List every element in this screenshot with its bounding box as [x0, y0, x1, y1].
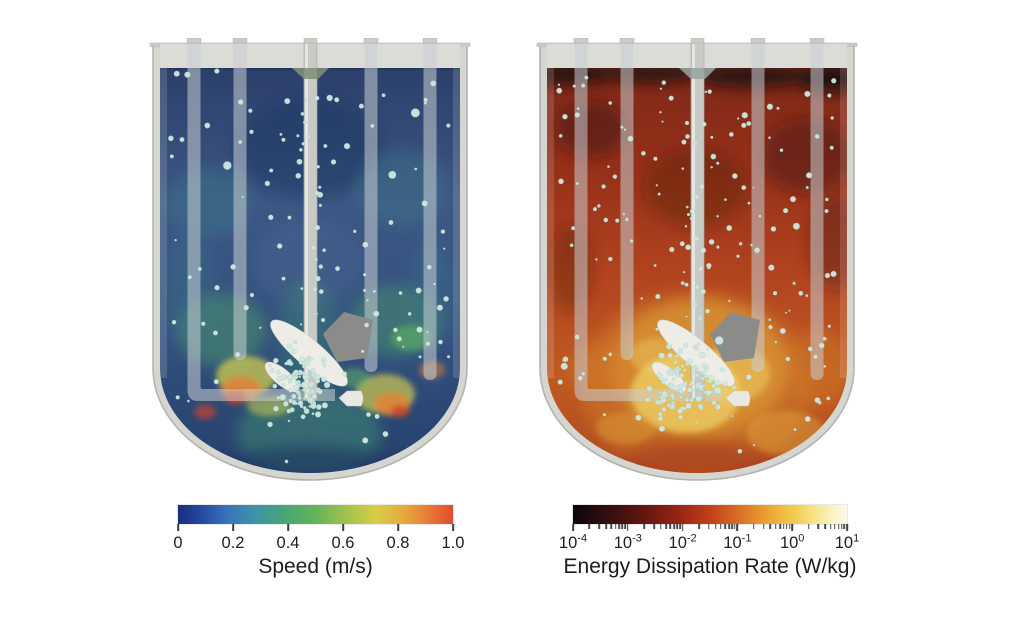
colorbar-tick	[834, 524, 836, 529]
colorbar-tick	[669, 524, 672, 529]
colorbar-tick	[621, 524, 624, 529]
colorbar-tick	[724, 524, 727, 529]
colorbar-tick	[643, 524, 646, 529]
colorbar-tick	[840, 524, 843, 529]
colorbar-tick-label: 10-1	[723, 532, 752, 552]
colorbar-tick	[177, 524, 179, 531]
colorbar-tick	[788, 524, 791, 529]
colorbar-tick	[762, 524, 765, 529]
colorbar-tick	[618, 524, 621, 529]
colorbar-tick	[572, 524, 574, 531]
colorbar-tick	[287, 524, 289, 531]
colorbar-tick	[698, 524, 700, 529]
speed-colorbar-title: Speed (m/s)	[258, 555, 373, 578]
impeller	[264, 312, 373, 393]
colorbar-tick	[673, 524, 675, 529]
colorbar-tick	[791, 524, 793, 531]
colorbar-tick	[753, 524, 755, 529]
edr-tank-rendering	[536, 38, 858, 481]
speed-tank-rendering	[149, 38, 471, 481]
colorbar-tick	[676, 524, 679, 529]
colorbar-tick	[824, 524, 826, 529]
edr-colorbar: 10-4 10-3 10-2 10-1 100 101 Energy Dissipatio…	[559, 505, 859, 583]
colorbar-tick	[605, 524, 607, 529]
colorbar-tick	[342, 524, 344, 531]
bubbles	[168, 68, 451, 464]
colorbar-tick	[707, 524, 710, 529]
edr-colorbar-title: Energy Dissipation Rate (W/kg)	[563, 555, 857, 578]
edr-colorbar-ticks	[572, 524, 848, 532]
liquid-surface-dip	[292, 68, 329, 79]
colorbar-tick	[614, 524, 617, 529]
speed-colorbar-tick-labels: 0 0.2 0.4 0.6 0.8 1.0	[173, 533, 464, 554]
colorbar-tick	[843, 524, 846, 529]
colorbar-tick	[769, 524, 772, 529]
speed-colorbar-ticks	[177, 524, 454, 532]
impeller	[651, 312, 760, 393]
colorbar-tick	[610, 524, 613, 529]
colorbar-tick	[627, 524, 629, 531]
colorbar-tick	[728, 524, 730, 529]
colorbar-tick	[588, 524, 591, 529]
colorbar-tick-label: 0.6	[331, 534, 355, 552]
colorbar-tick-label: 1.0	[441, 534, 465, 552]
colorbar-tick	[807, 524, 810, 529]
colorbar-tick	[714, 524, 717, 529]
colorbar-tick-label: 0	[173, 534, 183, 552]
speed-colorbar-gradient	[178, 505, 453, 524]
baffle-tubes	[620, 44, 824, 380]
colorbar-tick	[397, 524, 399, 531]
edr-colorbar-tick-labels: 10-4 10-3 10-2 10-1 100 101	[559, 532, 859, 554]
colorbar-tick	[665, 524, 667, 529]
colorbar-tick	[782, 524, 785, 529]
sparger-nozzle	[725, 390, 751, 407]
colorbar-tick	[779, 524, 781, 529]
colorbar-tick-label: 0.2	[221, 534, 245, 552]
baffle-tubes	[233, 44, 437, 380]
colorbar-tick	[681, 524, 684, 531]
colorbar-tick	[734, 524, 736, 529]
colorbar-tick-label: 10-4	[558, 532, 588, 552]
colorbar-tick	[653, 524, 655, 529]
colorbar-tick	[720, 524, 722, 529]
colorbar-tick	[837, 524, 840, 529]
bubbles	[556, 75, 837, 454]
sparger-nozzle	[338, 390, 364, 407]
liquid-surface-dip	[679, 68, 716, 79]
edr-panel	[536, 38, 858, 483]
colorbar-tick-label: 0.4	[276, 534, 300, 552]
colorbar-tick	[232, 524, 234, 531]
colorbar-tick	[817, 524, 820, 529]
colorbar-tick	[452, 524, 454, 531]
edr-colorbar-gradient	[573, 505, 847, 524]
speed-panel	[149, 38, 471, 483]
colorbar-tick	[786, 524, 788, 529]
colorbar-tick	[736, 524, 739, 531]
speed-colorbar: 0 0.2 0.4 0.6 0.8 1.0 Speed (m/s)	[173, 505, 464, 583]
colorbar-tick	[846, 524, 848, 531]
colorbar-tick-label: 10-2	[668, 532, 697, 552]
colorbar-tick	[624, 524, 627, 529]
colorbar-tick-label: 0.8	[386, 534, 410, 552]
colorbar-tick	[774, 524, 777, 529]
colorbar-tick-label: 100	[779, 532, 805, 552]
colorbar-tick	[829, 524, 832, 529]
colorbar-tick	[679, 524, 681, 529]
colorbar-tick	[659, 524, 662, 529]
colorbar-tick-label: 10-3	[613, 532, 642, 552]
colorbar-tick	[598, 524, 600, 529]
colorbar-tick-label: 101	[834, 532, 860, 552]
colorbar-tick	[731, 524, 733, 529]
